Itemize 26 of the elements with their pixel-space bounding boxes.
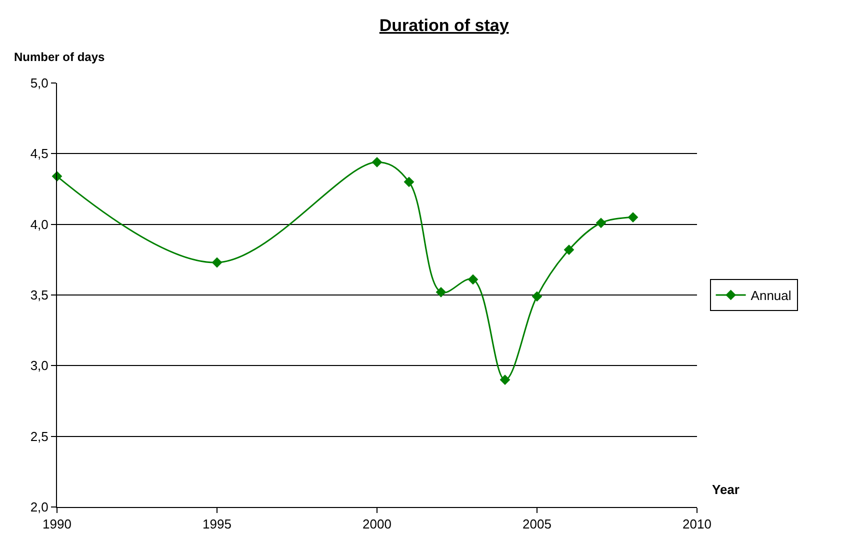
legend-label: Annual xyxy=(750,288,792,304)
x-tick-label: 2000 xyxy=(362,516,392,532)
x-tick-label: 2010 xyxy=(682,516,712,532)
point xyxy=(564,244,574,255)
y-tick-label: 3,0 xyxy=(30,358,48,374)
x-tick-label: 1990 xyxy=(42,516,72,532)
point xyxy=(212,257,222,268)
y-tick-label: 2,5 xyxy=(30,428,48,444)
y-tick-label: 4,5 xyxy=(30,146,48,162)
point xyxy=(500,374,510,385)
point xyxy=(436,286,446,298)
point xyxy=(468,274,478,285)
y-tick-label: 3,5 xyxy=(30,288,48,303)
point xyxy=(596,218,606,228)
y-tick-label: 2,0 xyxy=(30,500,48,515)
x-axis-title: Year xyxy=(712,482,740,497)
y-tick-label: 5,0 xyxy=(30,76,48,91)
point xyxy=(372,156,382,168)
point xyxy=(628,212,638,222)
x-tick-label: 1995 xyxy=(202,516,232,532)
y-axis-title: Number of days xyxy=(14,50,106,64)
chart-title: Duration of stay xyxy=(379,16,510,36)
x-tick-label: 2005 xyxy=(522,516,552,532)
point xyxy=(404,176,414,188)
point xyxy=(532,291,542,302)
y-tick-label: 4,0 xyxy=(30,216,48,232)
